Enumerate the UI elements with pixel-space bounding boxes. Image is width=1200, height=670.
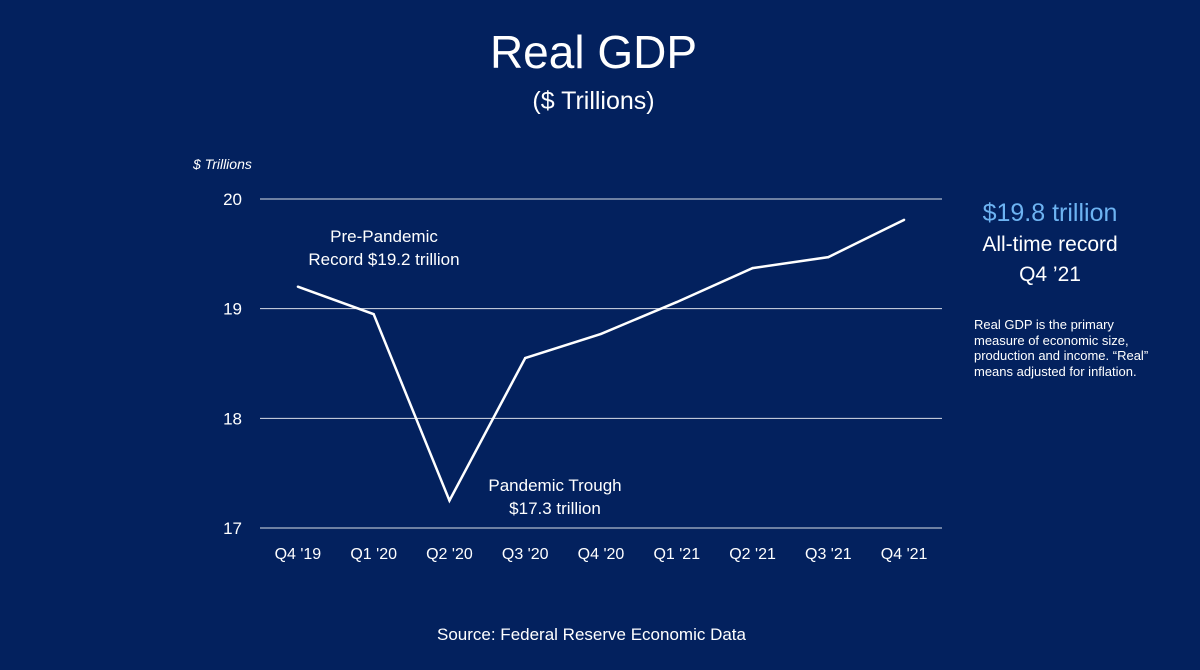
record-label: All-time record [982,233,1118,256]
record-highlight: $19.8 trillion All-time record Q4 ’21 [945,196,1155,290]
record-value: $19.8 trillion [982,199,1118,227]
gdp-data-point [827,255,830,259]
gdp-data-point [372,312,375,316]
x-tick-label: Q2 '21 [729,546,776,563]
y-tick-label: 18 [223,409,242,428]
y-tick-label: 20 [223,190,242,209]
x-tick-label: Q2 '20 [426,546,473,563]
gdp-data-point [675,300,678,304]
chart-subtitle: ($ Trillions) [532,87,655,115]
gdp-data-point [751,266,754,270]
gdp-data-point [902,218,906,222]
x-tick-label: Q4 '21 [881,546,928,563]
annotation-text: Pre-Pandemic [330,227,438,246]
gdp-data-point [296,285,300,288]
x-tick-label: Q3 '21 [805,546,852,563]
x-tick-label: Q4 '20 [578,546,625,563]
x-tick-label: Q3 '20 [502,546,549,563]
gdp-data-point [599,332,603,336]
x-tick-label: Q1 '20 [350,546,397,563]
gdp-data-point [448,499,451,502]
x-tick-label: Q4 '19 [275,546,322,563]
record-quarter: Q4 ’21 [1019,263,1081,286]
source-caption: Source: Federal Reserve Economic Data [437,625,746,644]
annotation-text: Pandemic Trough [488,476,621,495]
y-tick-label: 17 [223,519,242,538]
annotation-text: $17.3 trillion [509,499,601,518]
y-tick-label: 19 [223,300,242,319]
annotation-text: Record $19.2 trillion [308,250,459,269]
gdp-data-point [524,356,527,360]
y-axis-label: $ Trillions [192,156,252,172]
explanatory-note: Real GDP is the primary measure of econo… [974,317,1149,379]
chart-title: Real GDP [489,26,698,78]
x-tick-label: Q1 '21 [653,546,700,563]
